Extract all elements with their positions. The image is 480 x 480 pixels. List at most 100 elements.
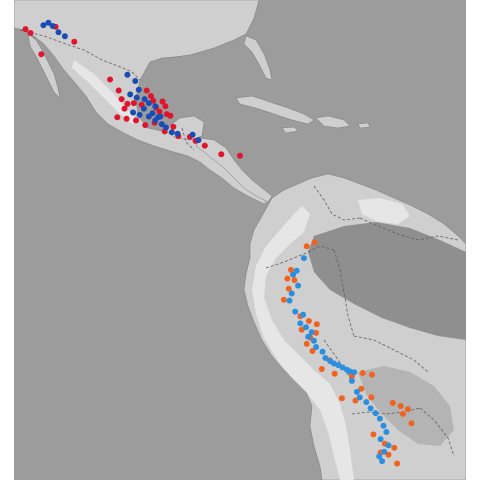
observation-point[interactable] — [45, 19, 52, 26]
observation-point[interactable] — [309, 348, 316, 354]
observation-point[interactable] — [319, 348, 326, 355]
observation-point[interactable] — [107, 76, 114, 83]
observation-point[interactable] — [399, 410, 406, 417]
observation-point[interactable] — [322, 355, 329, 361]
observation-point[interactable] — [305, 318, 312, 324]
observation-point[interactable] — [127, 91, 134, 98]
observation-point[interactable] — [288, 290, 295, 297]
observation-point[interactable] — [292, 308, 299, 315]
observation-point[interactable] — [291, 277, 298, 284]
observation-point[interactable] — [148, 93, 154, 99]
observation-point[interactable] — [348, 377, 355, 384]
observation-point[interactable] — [408, 420, 415, 427]
observation-point[interactable] — [61, 33, 68, 40]
observation-point[interactable] — [218, 151, 225, 158]
observation-point[interactable] — [140, 105, 147, 112]
observation-point[interactable] — [381, 448, 388, 455]
observation-point[interactable] — [353, 388, 360, 395]
observation-point[interactable] — [358, 385, 365, 392]
observation-point[interactable] — [123, 115, 130, 122]
observation-point[interactable] — [313, 344, 320, 350]
observation-point[interactable] — [71, 38, 78, 45]
observation-point[interactable] — [118, 96, 125, 103]
observation-point[interactable] — [195, 137, 202, 144]
observation-point[interactable] — [369, 371, 375, 378]
observation-point[interactable] — [163, 111, 170, 118]
observation-point[interactable] — [237, 152, 243, 159]
observation-point[interactable] — [286, 297, 293, 304]
observation-point[interactable] — [55, 29, 62, 36]
observation-point[interactable] — [143, 87, 150, 94]
observation-point[interactable] — [174, 130, 181, 137]
observation-point[interactable] — [145, 100, 152, 107]
observation-point[interactable] — [385, 451, 392, 458]
observation-point[interactable] — [297, 320, 304, 327]
observation-point[interactable] — [40, 22, 47, 29]
observation-point[interactable] — [303, 340, 310, 347]
observation-point[interactable] — [285, 285, 292, 292]
observation-point[interactable] — [22, 26, 29, 33]
observation-point[interactable] — [352, 397, 359, 404]
observation-point[interactable] — [163, 124, 170, 131]
observation-point[interactable] — [338, 395, 345, 402]
observation-point[interactable] — [370, 431, 377, 438]
observation-point[interactable] — [157, 113, 164, 120]
observation-point[interactable] — [280, 296, 287, 303]
observation-point[interactable] — [201, 142, 208, 149]
observation-point[interactable] — [162, 103, 169, 110]
observation-point[interactable] — [376, 415, 383, 422]
observation-point[interactable] — [318, 366, 325, 372]
observation-point[interactable] — [391, 444, 398, 451]
observation-point[interactable] — [141, 96, 148, 103]
observation-point[interactable] — [303, 243, 310, 250]
observation-point[interactable] — [132, 78, 139, 84]
observation-point[interactable] — [367, 405, 374, 412]
observation-point[interactable] — [383, 429, 390, 435]
observation-point[interactable] — [356, 394, 363, 401]
observation-point[interactable] — [121, 105, 128, 112]
observation-point[interactable] — [389, 399, 396, 406]
observation-point[interactable] — [368, 394, 375, 401]
observation-point[interactable] — [311, 239, 318, 246]
observation-point[interactable] — [124, 100, 131, 107]
observation-point[interactable] — [133, 117, 139, 124]
observation-point[interactable] — [303, 324, 309, 331]
observation-point[interactable] — [385, 442, 392, 449]
observation-point[interactable] — [359, 370, 366, 376]
observation-point[interactable] — [295, 282, 302, 289]
observation-point[interactable] — [115, 87, 122, 94]
observation-point[interactable] — [363, 399, 370, 406]
observation-point[interactable] — [372, 410, 379, 417]
observation-point[interactable] — [142, 122, 149, 129]
observation-point[interactable] — [377, 436, 384, 443]
observation-point[interactable] — [284, 275, 291, 282]
observation-point[interactable] — [394, 460, 401, 467]
observation-point[interactable] — [351, 369, 358, 376]
observation-point[interactable] — [130, 100, 137, 107]
observation-point[interactable] — [397, 403, 404, 409]
observation-point[interactable] — [168, 129, 175, 136]
observation-point[interactable] — [287, 266, 294, 273]
observation-point[interactable] — [331, 370, 338, 377]
observation-point[interactable] — [308, 329, 315, 336]
observation-point[interactable] — [38, 51, 45, 58]
observation-point[interactable] — [159, 98, 166, 105]
observation-point[interactable] — [158, 121, 165, 128]
observation-point[interactable] — [310, 337, 317, 344]
observation-point[interactable] — [404, 406, 411, 413]
observation-point[interactable] — [305, 333, 312, 340]
observation-point[interactable] — [136, 111, 143, 118]
observation-point[interactable] — [49, 23, 56, 29]
observation-point[interactable] — [133, 94, 140, 101]
observation-point[interactable] — [376, 453, 383, 460]
observation-point[interactable] — [313, 321, 320, 328]
observation-point[interactable] — [293, 267, 300, 274]
observation-point[interactable] — [135, 86, 142, 93]
observation-point[interactable] — [145, 113, 152, 120]
map-canvas[interactable] — [14, 0, 466, 480]
observation-point[interactable] — [170, 123, 177, 130]
observation-point[interactable] — [156, 108, 163, 115]
observation-point[interactable] — [114, 114, 121, 121]
observation-point[interactable] — [27, 30, 34, 36]
observation-point[interactable] — [152, 103, 159, 110]
